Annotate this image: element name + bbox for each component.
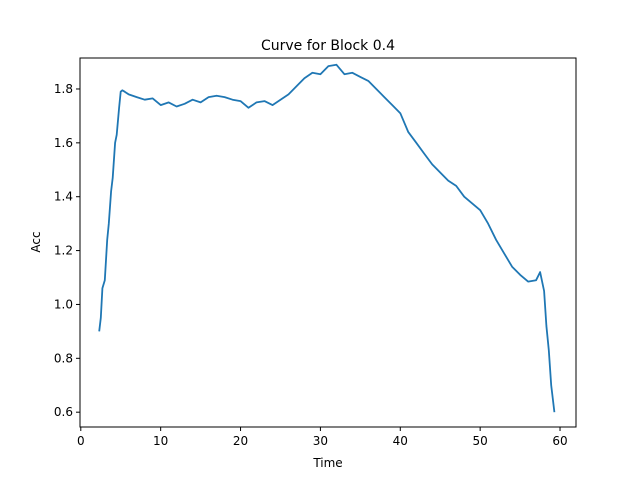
x-tick-label: 50 <box>473 434 488 448</box>
chart-title: Curve for Block 0.4 <box>261 38 395 54</box>
x-tick-label: 0 <box>77 434 85 448</box>
x-tick-label: 10 <box>153 434 168 448</box>
y-tick-label: 1.0 <box>54 297 73 311</box>
y-tick-label: 0.8 <box>54 351 73 365</box>
x-tick-label: 40 <box>393 434 408 448</box>
plot-border <box>79 57 577 428</box>
series-line <box>98 63 556 413</box>
x-tick-label: 30 <box>313 434 328 448</box>
plot-area <box>80 58 576 427</box>
y-tick-label: 1.8 <box>54 82 73 96</box>
axis-ticks: 0 10 20 30 40 50 60 0.6 0.8 1.0 1.2 1.4 1.6 1.8 <box>54 82 568 448</box>
x-axis-label: Time <box>312 456 342 470</box>
x-tick-label: 20 <box>233 434 248 448</box>
y-axis-label: Acc <box>29 231 43 252</box>
y-tick-label: 1.2 <box>54 244 73 258</box>
y-tick-label: 1.6 <box>54 136 73 150</box>
y-tick-label: 1.4 <box>54 190 73 204</box>
x-tick-label: 60 <box>552 434 567 448</box>
y-tick-label: 0.6 <box>54 405 73 419</box>
